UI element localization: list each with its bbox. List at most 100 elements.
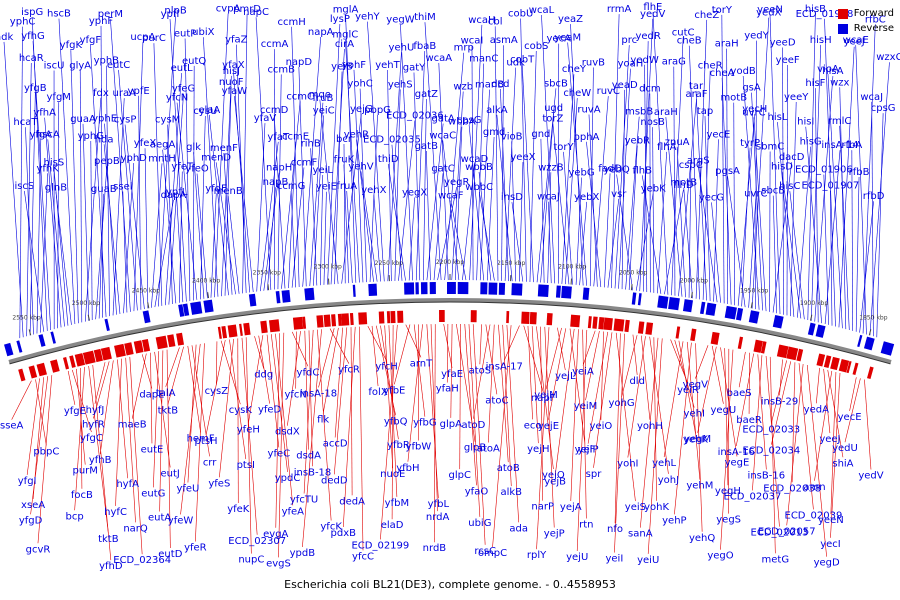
legend-reverse: Reverse	[837, 23, 894, 34]
reverse-gene-label: pphA	[574, 132, 600, 143]
forward-gene-label: yehP	[662, 515, 686, 526]
forward-gene-label: spr	[586, 469, 603, 480]
forward-gene-arrow	[124, 342, 134, 356]
reverse-callout-line	[839, 125, 850, 330]
reverse-gene-label: wcaD	[461, 154, 489, 165]
gene-callout-lines	[3, 12, 890, 561]
reverse-gene-label: yehY	[355, 12, 380, 23]
reverse-callout-line	[208, 114, 229, 296]
reverse-gene-label: ECD_01906	[795, 165, 853, 176]
reverse-callout-line	[302, 37, 321, 287]
forward-callout-line	[384, 325, 394, 469]
forward-callout-line	[302, 329, 322, 548]
forward-gene-label: yfbG	[413, 418, 437, 429]
reverse-gene-label: manC	[469, 54, 498, 65]
reverse-gene-label: hcaR	[19, 53, 44, 64]
forward-gene-arrow	[349, 312, 354, 326]
reverse-gene-arrow	[16, 340, 23, 353]
reverse-gene-label: yeeF	[776, 55, 800, 66]
forward-callout-line	[30, 376, 49, 515]
forward-gene-arrow	[100, 346, 112, 361]
reverse-gene-label: rfbA	[841, 140, 862, 151]
reverse-gene-label: yeeX	[510, 152, 535, 163]
forward-gene-label: ptsH	[195, 436, 218, 447]
forward-gene-arrow	[470, 310, 477, 323]
forward-callout-line	[329, 328, 350, 364]
reverse-callout-line	[561, 74, 575, 284]
forward-callout-line	[587, 331, 609, 444]
reverse-callout-line	[98, 193, 105, 319]
reverse-callout-line	[859, 201, 874, 333]
reverse-gene-label: ECD_01908	[796, 9, 854, 20]
reverse-callout-line	[494, 26, 499, 281]
reverse-gene-arrow	[38, 334, 46, 347]
reverse-gene-label: aegA	[150, 140, 176, 151]
reverse-gene-arrow	[705, 302, 717, 316]
forward-callout-line	[548, 328, 567, 420]
reverse-callout-line	[424, 22, 442, 281]
forward-callout-line	[99, 360, 114, 455]
reverse-callout-line	[688, 45, 700, 300]
reverse-callout-line	[644, 64, 648, 292]
forward-callout-line	[806, 364, 827, 557]
reverse-gene-arrow	[142, 310, 151, 324]
forward-gene-label: yfeD	[258, 405, 282, 416]
forward-callout-line	[786, 364, 804, 526]
reverse-gene-label: rmlC	[828, 116, 851, 127]
reverse-callout-line	[281, 101, 301, 289]
reverse-callout-line	[267, 187, 276, 291]
reverse-callout-line	[223, 152, 233, 295]
forward-callout-line	[752, 355, 763, 491]
forward-gene-label: narP	[531, 502, 554, 513]
forward-gene-arrow	[82, 350, 96, 365]
forward-gene-label: yehI	[684, 409, 705, 420]
forward-callout-line	[711, 345, 724, 404]
reverse-gene-label: yfgF	[80, 35, 102, 46]
reverse-callout-line	[313, 115, 325, 286]
forward-gene-arrow	[93, 348, 103, 363]
forward-callout-line	[35, 379, 47, 446]
reverse-gene-label: flhB	[632, 165, 652, 176]
reverse-callout-line	[733, 102, 735, 306]
forward-gene-arrow	[341, 313, 350, 326]
reverse-callout-line	[415, 50, 426, 281]
forward-callout-line	[426, 324, 439, 499]
reverse-gene-label: cheA	[710, 68, 735, 79]
reverse-callout-line	[310, 148, 318, 286]
backbone-edge	[9, 301, 891, 365]
reverse-gene-label: yeaZ	[558, 14, 583, 25]
forward-gene-label: yohJ	[658, 475, 679, 486]
forward-callout-line	[472, 324, 486, 545]
forward-gene-label: maeB	[118, 420, 147, 431]
reverse-callout-line	[469, 24, 483, 281]
reverse-callout-line	[408, 197, 415, 281]
reverse-gene-label: yedW	[630, 55, 658, 66]
forward-gene-label: yfeW	[168, 515, 194, 526]
forward-gene-label: ddg	[254, 370, 273, 381]
reverse-callout-line	[263, 172, 280, 291]
reverse-callout-line	[797, 146, 811, 318]
reverse-callout-line	[346, 190, 353, 283]
forward-gene-arrow	[570, 314, 581, 328]
reverse-gene-arrow	[404, 282, 415, 295]
backbone-ring	[8, 298, 892, 364]
forward-gene-label: sanA	[628, 529, 653, 540]
reverse-gene-label: torY	[712, 5, 733, 16]
reverse-gene-label: yfaV	[254, 113, 277, 124]
reverse-gene-arrow	[511, 283, 523, 296]
reverse-callout-line	[611, 14, 620, 289]
reverse-callout-line	[476, 63, 485, 281]
forward-gene-arrow	[690, 328, 697, 342]
reverse-gene-label: yfeT	[171, 161, 194, 172]
forward-gene-label: hemF	[187, 433, 215, 444]
forward-callout-line	[37, 375, 53, 544]
reverse-callout-line	[511, 202, 524, 282]
forward-gene-label: yfeR	[184, 543, 207, 554]
forward-gene-arrow	[155, 335, 168, 350]
reverse-gene-label: gatY	[403, 63, 426, 74]
reverse-gene-label: hisL	[768, 112, 788, 123]
reverse-callout-line	[184, 38, 191, 302]
reverse-gene-label: hisA	[822, 66, 843, 77]
forward-callout-line	[154, 351, 171, 468]
reverse-gene-arrow	[281, 289, 291, 303]
